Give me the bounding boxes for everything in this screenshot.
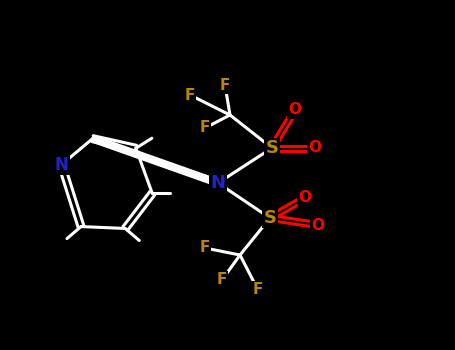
Text: F: F <box>253 282 263 298</box>
Text: F: F <box>200 120 210 135</box>
Text: S: S <box>266 139 278 157</box>
Text: O: O <box>312 217 324 232</box>
Text: S: S <box>263 209 277 227</box>
Text: F: F <box>200 240 210 256</box>
Text: N: N <box>55 156 68 174</box>
Text: O: O <box>308 140 322 155</box>
Text: N: N <box>211 174 226 192</box>
Text: F: F <box>220 77 230 92</box>
Text: F: F <box>185 88 195 103</box>
Text: F: F <box>217 273 227 287</box>
Text: O: O <box>298 190 312 205</box>
Text: O: O <box>288 103 302 118</box>
